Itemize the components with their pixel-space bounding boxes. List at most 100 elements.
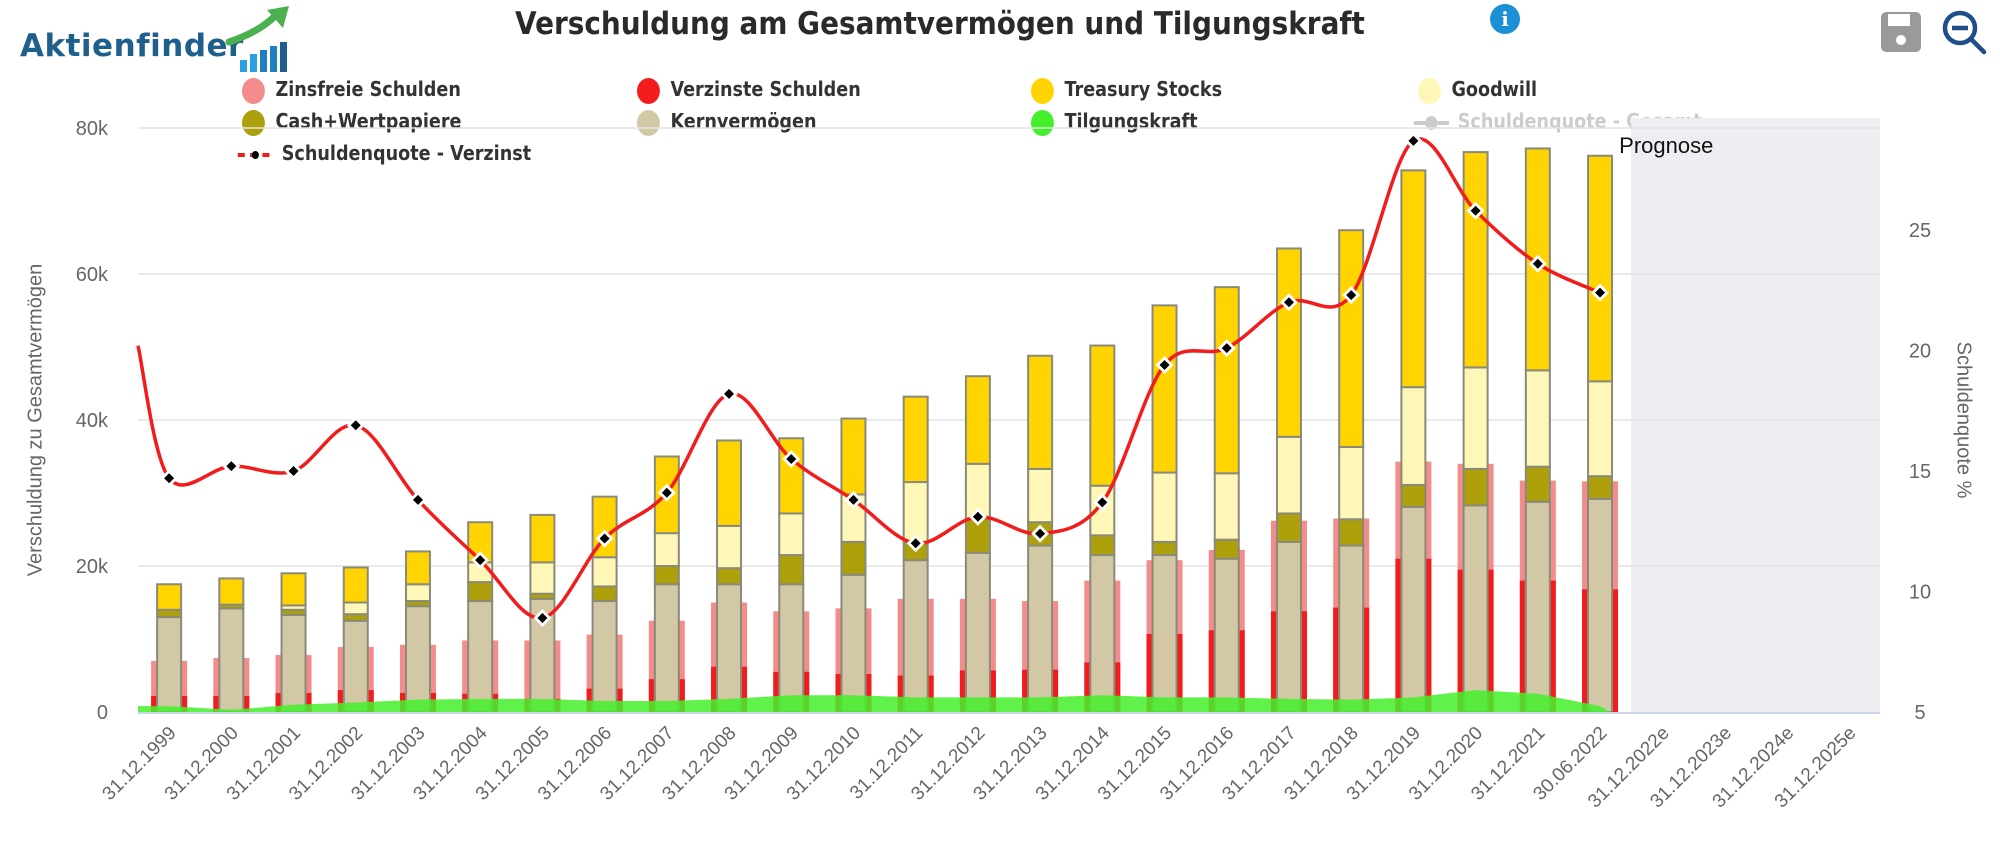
- line-point-schuldenquote: [724, 388, 735, 399]
- bar-verzinste-schulden: [835, 674, 872, 712]
- line-point-halo: [1466, 201, 1485, 220]
- bar-verzinste-schulden: [586, 688, 623, 712]
- line-point-halo: [595, 529, 614, 548]
- bar-segment-kern: [1462, 504, 1489, 713]
- save-icon[interactable]: [1877, 8, 1925, 56]
- line-point-halo: [782, 449, 801, 468]
- x-tick-label: 30.06.2022: [1529, 723, 1611, 805]
- bar-segment-kern: [218, 607, 245, 714]
- legend-line-marker: [1412, 110, 1451, 136]
- bar-segment-cash: [529, 592, 556, 600]
- logo-text: Aktienfinder: [20, 28, 244, 64]
- bar-segment-cash: [1089, 534, 1116, 557]
- line-point-schuldenquote: [1159, 359, 1170, 370]
- line-point-halo: [222, 457, 241, 476]
- bar-verzinste-schulden: [1395, 558, 1432, 712]
- bar-zinsfreie-schulden: [711, 602, 748, 712]
- bar-zinsfreie-schulden: [151, 660, 188, 712]
- line-point-schuldenquote: [537, 613, 548, 624]
- legend-kernvermoegen[interactable]: Kernvermögen: [637, 108, 817, 136]
- bar-segment-cash: [1275, 512, 1302, 543]
- logo-arrow-icon: [225, 6, 289, 46]
- line-point-schuldenquote: [1470, 205, 1481, 216]
- legend-schuldenquote-verzinst[interactable]: Schuldenquote - Verzinst: [236, 140, 531, 166]
- bar-segment-kern: [1400, 505, 1427, 713]
- line-point-schuldenquote: [599, 533, 610, 544]
- bar-segment-goodwill: [1213, 472, 1240, 541]
- bar-segment-treasury: [1462, 151, 1489, 369]
- legend-label: Kernvermögen: [670, 109, 817, 133]
- y-tick-label-left: 40k: [76, 410, 109, 432]
- line-point-schuldenquote: [1283, 297, 1294, 308]
- legend-treasury-stocks[interactable]: Treasury Stocks: [1031, 76, 1222, 104]
- line-point-halo: [1155, 355, 1174, 374]
- line-point-halo: [408, 490, 427, 509]
- legend-tilgungskraft[interactable]: Tilgungskraft: [1031, 108, 1198, 136]
- bar-segment-goodwill: [1462, 366, 1489, 470]
- bar-segment-cash: [342, 613, 369, 622]
- bar-segment-kern: [529, 597, 556, 713]
- bar-segment-treasury: [840, 417, 867, 496]
- legend-schuldenquote-gesamt[interactable]: Schuldenquote - Gesamt: [1412, 108, 1702, 134]
- bar-zinsfreie-schulden: [835, 608, 872, 712]
- bar-zinsfreie-schulden: [1208, 549, 1245, 712]
- bar-zinsfreie-schulden: [337, 647, 374, 712]
- x-tick-label: 31.12.2010: [783, 723, 865, 805]
- forecast-label: Prognose: [1619, 133, 1713, 158]
- bar-verzinste-schulden: [773, 671, 810, 712]
- logo-chart-icon: [240, 42, 287, 72]
- x-tick-label: 31.12.2000: [161, 723, 243, 805]
- bar-zinsfreie-schulden: [586, 634, 623, 712]
- bar-verzinste-schulden: [399, 693, 436, 712]
- info-icon[interactable]: i: [1490, 4, 1520, 34]
- legend-zinsfreie-schulden[interactable]: Zinsfreie Schulden: [242, 76, 461, 104]
- bar-verzinste-schulden: [1022, 669, 1059, 712]
- bar-segment-kern: [1089, 554, 1116, 713]
- bar-zinsfreie-schulden: [1146, 560, 1183, 712]
- x-tick-label: 31.12.2005: [472, 723, 554, 805]
- x-tick-label: 31.12.2021: [1467, 723, 1549, 805]
- bar-verzinste-schulden: [959, 670, 996, 712]
- y-axis-title-left: Verschuldung zu Gesamtvermögen: [24, 263, 47, 577]
- legend-cash-wertpapiere[interactable]: Cash+Wertpapiere: [242, 108, 461, 136]
- zoom-out-icon[interactable]: [1940, 8, 1988, 56]
- bar-verzinste-schulden: [151, 695, 188, 712]
- bar-segment-treasury: [964, 375, 991, 465]
- bar-segment-cash: [218, 603, 245, 610]
- legend-label: Tilgungskraft: [1064, 109, 1198, 133]
- bar-verzinste-schulden: [1146, 633, 1183, 712]
- bar-verzinste-schulden: [1457, 569, 1494, 712]
- legend-verzinste-schulden[interactable]: Verzinste Schulden: [637, 76, 861, 104]
- line-point-schuldenquote: [288, 466, 299, 476]
- legend-goodwill[interactable]: Goodwill: [1418, 76, 1537, 104]
- line-point-halo: [160, 469, 179, 488]
- x-tick-label: 31.12.2023e: [1646, 723, 1736, 813]
- bar-verzinste-schulden: [897, 675, 934, 712]
- bar-segment-goodwill: [840, 493, 867, 543]
- bar-segment-treasury: [529, 513, 556, 564]
- bar-verzinste-schulden: [462, 693, 499, 712]
- bar-segment-goodwill: [467, 561, 494, 584]
- forecast-band: [1631, 118, 1880, 712]
- bar-segment-kern: [1213, 557, 1240, 714]
- bar-zinsfreie-schulden: [1395, 461, 1432, 712]
- bar-verzinste-schulden: [711, 666, 748, 712]
- legend-label: Zinsfreie Schulden: [275, 77, 461, 101]
- line-point-schuldenquote: [1346, 290, 1357, 301]
- x-tick-label: 31.12.2012: [907, 723, 989, 805]
- line-point-schuldenquote: [910, 538, 921, 549]
- bar-zinsfreie-schulden: [959, 598, 996, 712]
- x-tick-label: 31.12.2011: [846, 723, 927, 804]
- bar-segment-kern: [1027, 544, 1054, 713]
- x-tick-label: 31.12.2007: [596, 723, 678, 805]
- bar-segment-kern: [1151, 554, 1178, 713]
- bar-segment-cash: [467, 581, 494, 603]
- chart-title-text: Verschuldung am Gesamtvermögen und Tilgu…: [515, 6, 1365, 42]
- line-point-halo: [657, 483, 676, 502]
- bar-segment-cash: [404, 600, 431, 608]
- bar-segment-cash: [1400, 483, 1427, 508]
- bar-segment-treasury: [1027, 354, 1054, 470]
- bar-segment-treasury: [1275, 247, 1302, 438]
- bar-segment-goodwill: [653, 532, 680, 568]
- bar-segment-goodwill: [1275, 435, 1302, 515]
